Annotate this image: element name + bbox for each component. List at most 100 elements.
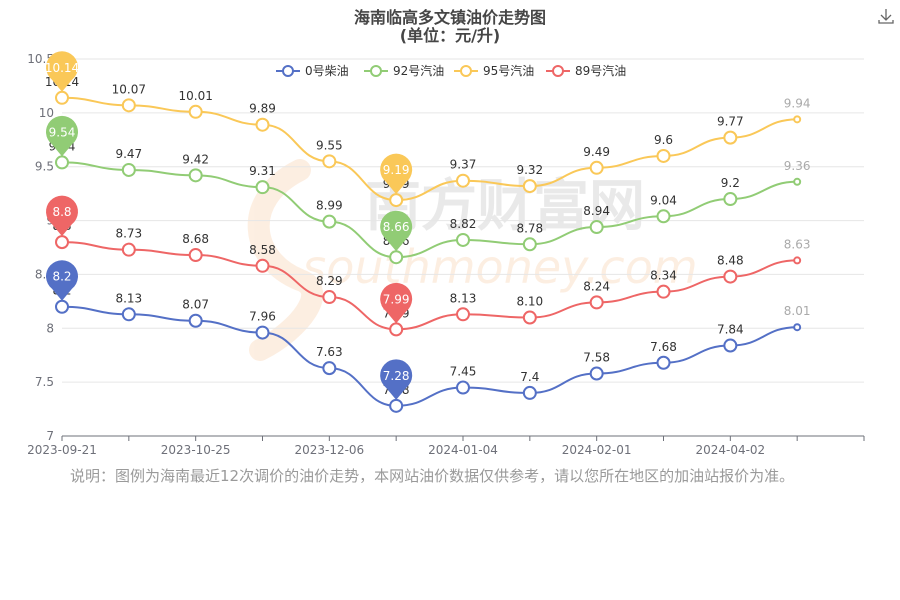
marker-pin: 9.19 — [380, 153, 413, 195]
data-label: 7.45 — [450, 365, 477, 379]
data-point — [188, 248, 203, 263]
y-tick-label: 10 — [39, 106, 54, 120]
data-label: 9.55 — [316, 138, 343, 152]
chart-subtitle: (单位：元/升) — [399, 26, 501, 45]
data-point — [793, 115, 802, 124]
data-label: 8.94 — [583, 204, 610, 218]
data-point — [589, 220, 604, 235]
data-point — [656, 209, 671, 224]
data-point — [389, 250, 404, 265]
data-label: 10.01 — [178, 89, 212, 103]
y-tick-label: 8 — [46, 321, 54, 335]
data-label: 8.48 — [717, 254, 744, 268]
data-label: 8.73 — [115, 227, 142, 241]
data-point — [121, 98, 136, 113]
data-label: 9.49 — [583, 145, 610, 159]
data-label: 7.4 — [520, 370, 539, 384]
marker-pin-shape — [46, 115, 78, 157]
data-point — [322, 154, 337, 169]
data-point — [188, 104, 203, 119]
data-label: 8.01 — [784, 304, 811, 318]
legend-label: 89号汽油 — [575, 63, 626, 78]
data-point — [255, 258, 270, 273]
legend-label: 92号汽油 — [393, 63, 444, 78]
data-point — [55, 155, 69, 170]
legend-marker — [370, 65, 382, 77]
marker-pin-label: 7.28 — [383, 369, 410, 383]
data-label: 8.63 — [784, 237, 811, 251]
legend-item-0: 0号柴油 — [276, 64, 349, 78]
y-tick-label: 9.5 — [35, 160, 54, 174]
data-label: 8.68 — [182, 232, 209, 246]
data-label: 9.36 — [784, 159, 811, 173]
watermark-swoosh — [247, 159, 324, 361]
data-label: 9.04 — [650, 193, 677, 207]
marker-pin-label: 8.8 — [52, 205, 71, 219]
data-point — [456, 380, 470, 395]
download-icon[interactable] — [876, 6, 896, 26]
download-icon-glyph — [878, 9, 894, 24]
data-label: 7.58 — [583, 351, 610, 365]
legend-marker — [282, 65, 294, 77]
marker-pin: 8.2 — [46, 260, 78, 301]
data-label: 9.37 — [450, 158, 477, 172]
data-point — [456, 173, 470, 188]
data-label: 8.99 — [316, 199, 343, 213]
data-point — [322, 361, 337, 376]
data-point — [55, 90, 69, 105]
data-point — [522, 385, 537, 400]
data-point — [121, 242, 136, 257]
x-tick-label: 2023-09-21 — [27, 443, 97, 457]
data-label: 9.31 — [249, 164, 276, 178]
data-point — [656, 355, 671, 370]
data-point — [522, 237, 537, 252]
series-1: 9.549.549.479.429.318.998.668.668.828.78… — [46, 115, 811, 265]
legend-item-3: 89号汽油 — [546, 63, 626, 78]
data-point — [656, 148, 671, 163]
marker-pin-shape — [46, 51, 78, 92]
x-tick-label: 2024-02-01 — [562, 443, 632, 457]
data-point — [121, 307, 136, 322]
data-point — [55, 235, 69, 250]
data-label: 7.63 — [316, 345, 343, 359]
series-2: 10.1410.1410.0710.019.899.559.199.199.37… — [45, 51, 811, 208]
x-tick-label: 2023-12-06 — [294, 443, 364, 457]
x-tick-label: 2024-04-02 — [695, 443, 765, 457]
series-0: 8.28.28.138.077.967.637.287.287.457.47.5… — [46, 260, 811, 413]
marker-pin-shape — [46, 195, 78, 237]
data-point — [55, 299, 69, 314]
legend-marker — [552, 65, 564, 77]
marker-pin-label: 9.54 — [49, 125, 76, 139]
data-label: 8.10 — [516, 295, 543, 309]
marker-pin: 7.99 — [380, 282, 413, 324]
data-label: 7.96 — [249, 310, 276, 324]
chart-title: 海南临高多文镇油价走势图 — [353, 8, 546, 27]
marker-pin-shape — [380, 359, 413, 400]
data-point — [522, 179, 537, 194]
data-point — [456, 232, 470, 247]
data-point — [255, 180, 270, 195]
legend-marker — [460, 65, 472, 77]
data-point — [723, 192, 738, 207]
data-label: 7.84 — [717, 323, 744, 337]
marker-pin-shape — [380, 153, 413, 195]
data-label: 9.42 — [182, 152, 209, 166]
y-tick-label: 7 — [46, 429, 54, 443]
legend-label: 95号汽油 — [483, 63, 534, 78]
data-point — [456, 307, 470, 322]
marker-pin-shape — [46, 260, 78, 301]
data-label: 8.24 — [583, 279, 610, 293]
data-point — [589, 295, 604, 310]
chart-note: 说明：图例为海南最近12次调价的油价走势，本网站油价数据仅供参考，请以您所在地区… — [70, 467, 795, 485]
marker-pin-label: 7.99 — [383, 292, 410, 306]
marker-pin: 8.8 — [46, 195, 78, 237]
data-point — [322, 214, 337, 229]
x-tick-label: 2024-01-04 — [428, 443, 498, 457]
legend-item-1: 92号汽油 — [364, 63, 444, 78]
data-point — [522, 310, 537, 325]
y-tick-label: 7.5 — [35, 375, 54, 389]
data-label: 8.34 — [650, 269, 677, 283]
marker-pin-label: 9.19 — [383, 163, 410, 177]
data-point — [389, 193, 404, 208]
